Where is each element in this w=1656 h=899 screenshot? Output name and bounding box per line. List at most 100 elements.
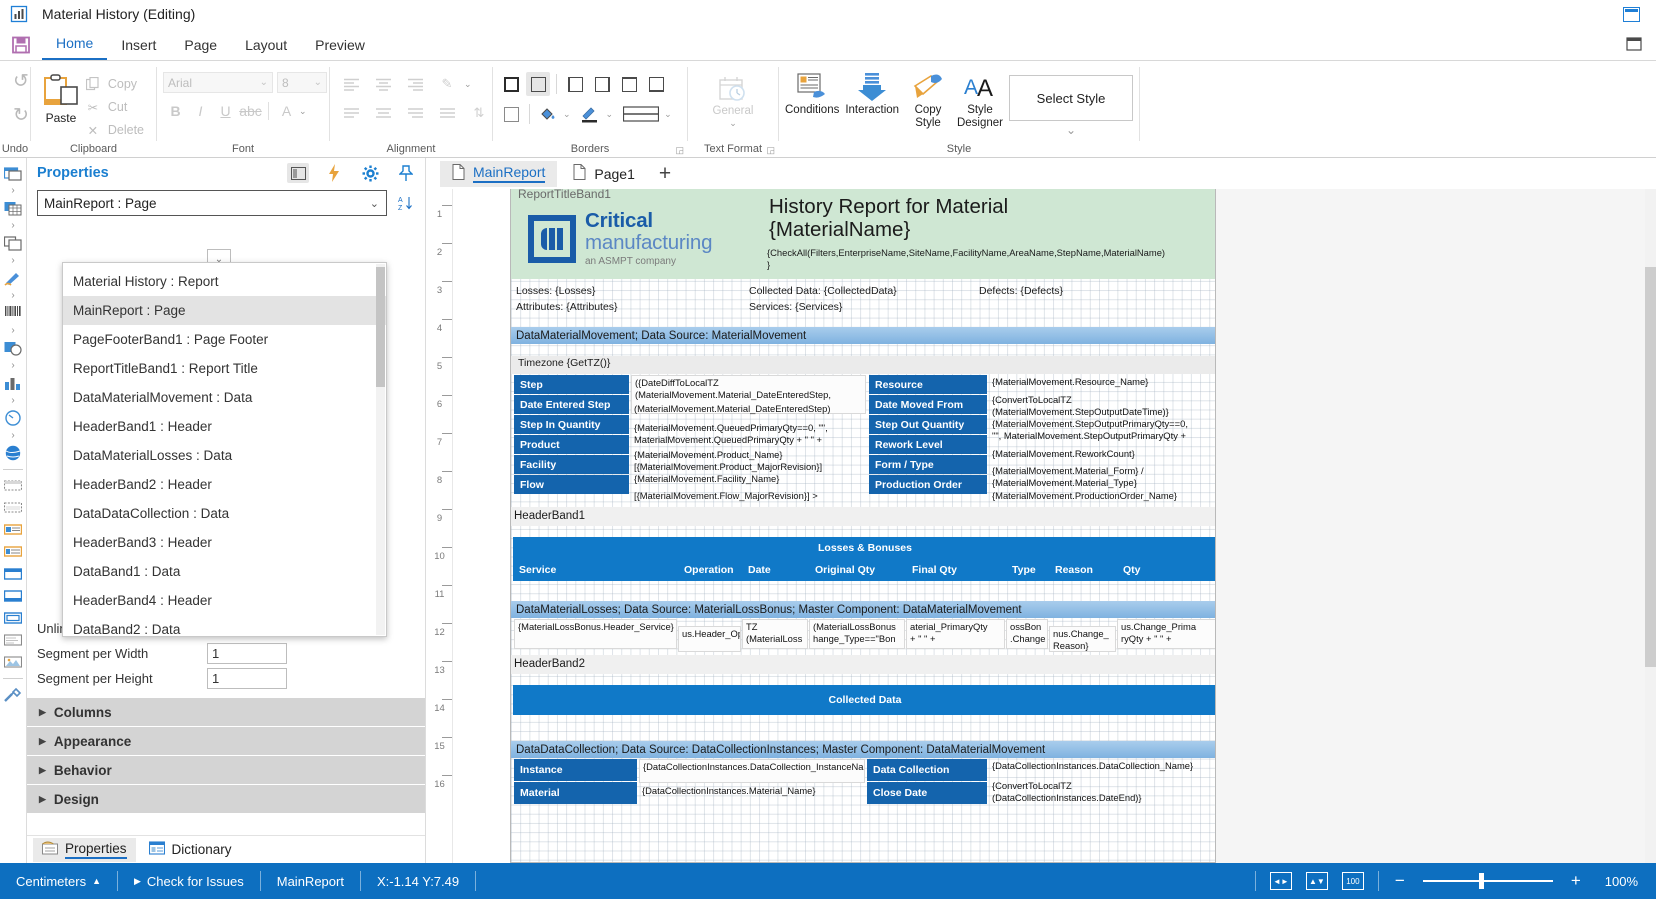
barcode-component-icon[interactable] bbox=[0, 302, 26, 324]
collected-data-title-bar[interactable]: Collected Data bbox=[513, 685, 1215, 715]
dropdown-option[interactable]: DataDataCollection : Data bbox=[73, 506, 230, 521]
copy-style-button[interactable]: Copy Style bbox=[905, 70, 951, 130]
band-datamateriallosses[interactable]: DataMaterialLosses; Data Source: Materia… bbox=[511, 601, 1215, 618]
paste-button[interactable]: Paste bbox=[37, 68, 85, 125]
collection-label-close-date[interactable]: Close Date bbox=[867, 782, 987, 804]
fill-color-icon[interactable] bbox=[536, 102, 560, 126]
zoom-slider[interactable] bbox=[1422, 873, 1553, 889]
font-color-button[interactable]: A bbox=[281, 103, 292, 119]
report-title-expression-2[interactable]: } bbox=[767, 259, 771, 270]
section-behavior[interactable]: ▶ Behavior bbox=[27, 756, 425, 784]
summary-collected-data[interactable]: Collected Data: {CollectedData} bbox=[749, 285, 897, 297]
dropdown-option[interactable]: DataMaterialMovement : Data bbox=[73, 390, 253, 405]
movement-label-flow[interactable]: Flow bbox=[514, 475, 629, 494]
property-row-segment-per-width[interactable]: Segment per Width 1 bbox=[27, 641, 425, 666]
fit-height-icon[interactable]: ▲▼ bbox=[1305, 872, 1328, 890]
tab-page[interactable]: Page bbox=[184, 37, 218, 53]
canvas-vertical-scrollbar[interactable] bbox=[1645, 189, 1656, 863]
expand-ribbon-icon[interactable] bbox=[1626, 37, 1656, 60]
image-component-icon[interactable] bbox=[0, 651, 26, 673]
section-appearance[interactable]: ▶ Appearance bbox=[27, 727, 425, 755]
dropdown-option[interactable]: HeaderBand2 : Header bbox=[73, 477, 212, 492]
dropdown-scrollbar[interactable] bbox=[376, 264, 385, 635]
object-selector-dropdown[interactable]: Material History : Report MainReport : P… bbox=[62, 262, 387, 637]
valign-bottom-icon[interactable] bbox=[400, 101, 430, 125]
table-component-icon[interactable] bbox=[0, 197, 26, 219]
object-selector-combo[interactable]: MainReport : Page ⌄ bbox=[37, 190, 387, 216]
text-format-button[interactable]: General ⌄ bbox=[702, 74, 764, 129]
zoom-slider-thumb[interactable] bbox=[1478, 873, 1484, 889]
movement-value-step-in-quantity[interactable]: {MaterialMovement.QueuedPrimaryQty==0, "… bbox=[634, 422, 828, 445]
zoom-out-button[interactable]: − bbox=[1394, 871, 1405, 890]
justify-icon[interactable] bbox=[432, 101, 462, 125]
gauge-component-icon[interactable] bbox=[0, 407, 26, 429]
shape-component-icon[interactable] bbox=[0, 232, 26, 254]
losses-cell-original-qty[interactable]: (MaterialLossBonus hange_Type=="Bon bbox=[809, 619, 905, 649]
movement-value-facility[interactable]: {MaterialMovement.Facility_Name} bbox=[634, 473, 780, 484]
collection-value-data-collection[interactable]: {DataCollectionInstances.DataCollection_… bbox=[992, 760, 1194, 771]
dropdown-option[interactable]: HeaderBand4 : Header bbox=[73, 593, 212, 608]
border-bottom-button[interactable] bbox=[644, 72, 668, 96]
chevron-right-icon[interactable]: › bbox=[11, 360, 15, 371]
section-design[interactable]: ▶ Design bbox=[27, 785, 425, 813]
border-top-button[interactable] bbox=[617, 72, 641, 96]
borders-dialog-launcher[interactable]: ◲ bbox=[675, 145, 684, 155]
add-page-icon[interactable]: + bbox=[658, 162, 672, 185]
dropdown-option[interactable]: DataBand1 : Data bbox=[73, 564, 181, 579]
save-button[interactable] bbox=[0, 35, 42, 60]
movement-label-step-out-quantity[interactable]: Step Out Quantity bbox=[869, 415, 987, 434]
actual-size-icon[interactable]: 100 bbox=[1341, 872, 1364, 890]
losses-cell-date[interactable]: TZ (MaterialLoss bbox=[742, 619, 808, 649]
chart-shape-icon[interactable] bbox=[0, 337, 26, 359]
units-selector[interactable]: Centimeters ▲ bbox=[0, 863, 117, 899]
losses-col-type[interactable]: Type bbox=[1006, 559, 1049, 581]
border-all-button[interactable] bbox=[499, 72, 523, 96]
losses-col-final-qty[interactable]: Final Qty bbox=[906, 559, 1006, 581]
interaction-button[interactable]: Interaction bbox=[845, 70, 899, 117]
dropdown-option[interactable]: HeaderBand1 : Header bbox=[73, 419, 212, 434]
band-header-icon[interactable] bbox=[0, 519, 26, 541]
chevron-down-icon[interactable]: ⌄ bbox=[664, 108, 672, 119]
band-empty-icon[interactable] bbox=[0, 629, 26, 651]
tools-icon[interactable] bbox=[0, 684, 26, 706]
movement-value-step-out-quantity[interactable]: {MaterialMovement.StepOutputPrimaryQty==… bbox=[992, 418, 1188, 441]
movement-value-rework-level[interactable]: {MaterialMovement.ReworkCount} bbox=[992, 448, 1135, 459]
border-none-button[interactable] bbox=[526, 72, 550, 96]
summary-services[interactable]: Services: {Services} bbox=[749, 301, 843, 313]
dropdown-option[interactable]: DataBand2 : Data bbox=[73, 622, 181, 637]
zoom-in-button[interactable]: + bbox=[1570, 871, 1581, 890]
tab-properties[interactable]: Properties bbox=[33, 837, 136, 862]
movement-value-flow[interactable]: [{MaterialMovement.Flow_MajorRevision}] … bbox=[634, 490, 818, 501]
align-center-icon[interactable] bbox=[368, 72, 398, 96]
draw-pen-icon[interactable] bbox=[0, 267, 26, 289]
align-left-icon[interactable] bbox=[336, 72, 366, 96]
dropdown-scroll-thumb[interactable] bbox=[376, 267, 385, 387]
dropdown-option[interactable]: PageFooterBand1 : Page Footer bbox=[73, 332, 269, 347]
movement-label-step-in-quantity[interactable]: Step In Quantity bbox=[514, 415, 629, 434]
collection-value-material[interactable]: {DataCollectionInstances.Material_Name} bbox=[642, 785, 816, 796]
dropdown-option-selected[interactable]: MainReport : Page bbox=[63, 296, 386, 325]
italic-button[interactable]: I bbox=[198, 103, 203, 119]
check-for-issues-button[interactable]: ▶ Check for Issues bbox=[118, 863, 260, 899]
pin-icon[interactable] bbox=[395, 163, 417, 183]
style-designer-button[interactable]: A A Style Designer bbox=[957, 70, 1003, 130]
tab-page1[interactable]: Page1 bbox=[561, 161, 646, 187]
chevron-down-icon[interactable]: ⌄ bbox=[299, 105, 307, 116]
chevron-down-icon[interactable]: ⌄ bbox=[464, 78, 472, 89]
losses-cell-operation[interactable]: us.Header_Operation} bbox=[678, 626, 741, 652]
chevron-right-icon[interactable]: › bbox=[11, 325, 15, 336]
undo-arrow-icon[interactable]: ↺ bbox=[13, 70, 29, 92]
movement-value-date-moved-from[interactable]: {ConvertToLocalTZ (MaterialMovement.Step… bbox=[992, 394, 1169, 417]
tab-mainreport[interactable]: MainReport bbox=[440, 160, 558, 187]
chevron-down-icon[interactable]: ⌄ bbox=[563, 108, 571, 119]
movement-value-date-entered-step[interactable]: (MaterialMovement.Material_DateEnteredSt… bbox=[634, 403, 831, 414]
property-row[interactable] bbox=[27, 222, 425, 247]
report-title-band[interactable] bbox=[511, 189, 1215, 279]
movement-label-step[interactable]: Step bbox=[514, 375, 629, 394]
collection-label-instance[interactable]: Instance bbox=[514, 759, 637, 781]
restore-window-icon[interactable] bbox=[1623, 6, 1640, 22]
segment-per-height-input[interactable]: 1 bbox=[207, 668, 287, 689]
settings-gear-icon[interactable] bbox=[359, 163, 381, 183]
valign-middle-icon[interactable] bbox=[368, 101, 398, 125]
